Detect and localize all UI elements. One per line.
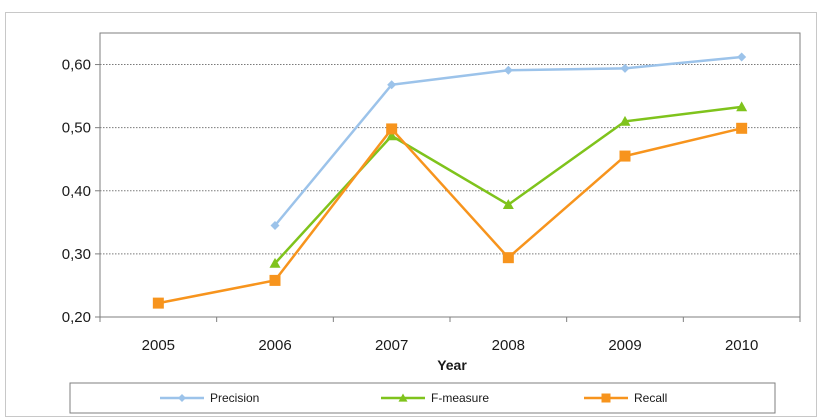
data-point — [270, 220, 280, 230]
legend-swatch-marker — [398, 393, 408, 402]
y-tick-label: 0,20 — [62, 309, 91, 326]
data-point — [269, 274, 281, 286]
legend-swatch-marker — [178, 394, 186, 402]
y-tick-label: 0,60 — [62, 57, 91, 74]
x-tick-label: 2006 — [258, 337, 291, 354]
data-point — [619, 115, 631, 126]
x-tick-label: 2008 — [492, 337, 525, 354]
legend-label: Precision — [210, 391, 259, 405]
legend-item-precision: Precision — [160, 391, 259, 405]
series-line — [274, 105, 742, 265]
x-axis-title: Year — [437, 357, 467, 373]
data-point — [152, 297, 164, 309]
y-tick-label: 0,30 — [62, 246, 91, 263]
y-tick-label: 0,50 — [62, 120, 91, 137]
legend-item-recall: Recall — [584, 391, 667, 405]
legend-label: Recall — [634, 391, 667, 405]
data-point — [386, 130, 398, 141]
data-point — [736, 101, 748, 112]
data-point — [387, 80, 397, 90]
data-point — [737, 52, 747, 62]
data-point — [736, 122, 748, 134]
series-lines — [152, 52, 748, 309]
data-point — [502, 252, 514, 264]
x-tick-label: 2009 — [608, 337, 641, 354]
gridlines — [100, 64, 800, 255]
legend-item-f-measure: F-measure — [381, 391, 489, 405]
x-tick-label: 2007 — [375, 337, 408, 354]
data-point — [619, 150, 631, 162]
axes: 0,20 0,30 0,40 0,50 0,60 2005 2006 2007 2008 2009… — [62, 57, 801, 354]
legend: Precision F-measure Recall — [69, 382, 776, 414]
series-precision — [270, 52, 747, 230]
series-f-measure — [269, 101, 748, 268]
series-line — [158, 127, 742, 305]
data-point — [502, 199, 514, 210]
chart-frame — [5, 12, 817, 417]
data-point — [269, 257, 281, 268]
y-tick-label: 0,40 — [62, 183, 91, 200]
series-recall — [152, 122, 748, 309]
data-point — [503, 65, 513, 75]
legend-swatch-marker — [601, 393, 611, 403]
legend-label: F-measure — [431, 391, 489, 405]
x-tick-label: 2005 — [142, 337, 175, 354]
x-tick-label: 2010 — [725, 337, 758, 354]
plot-area — [99, 32, 801, 318]
data-point — [620, 63, 630, 73]
data-point — [386, 123, 398, 135]
